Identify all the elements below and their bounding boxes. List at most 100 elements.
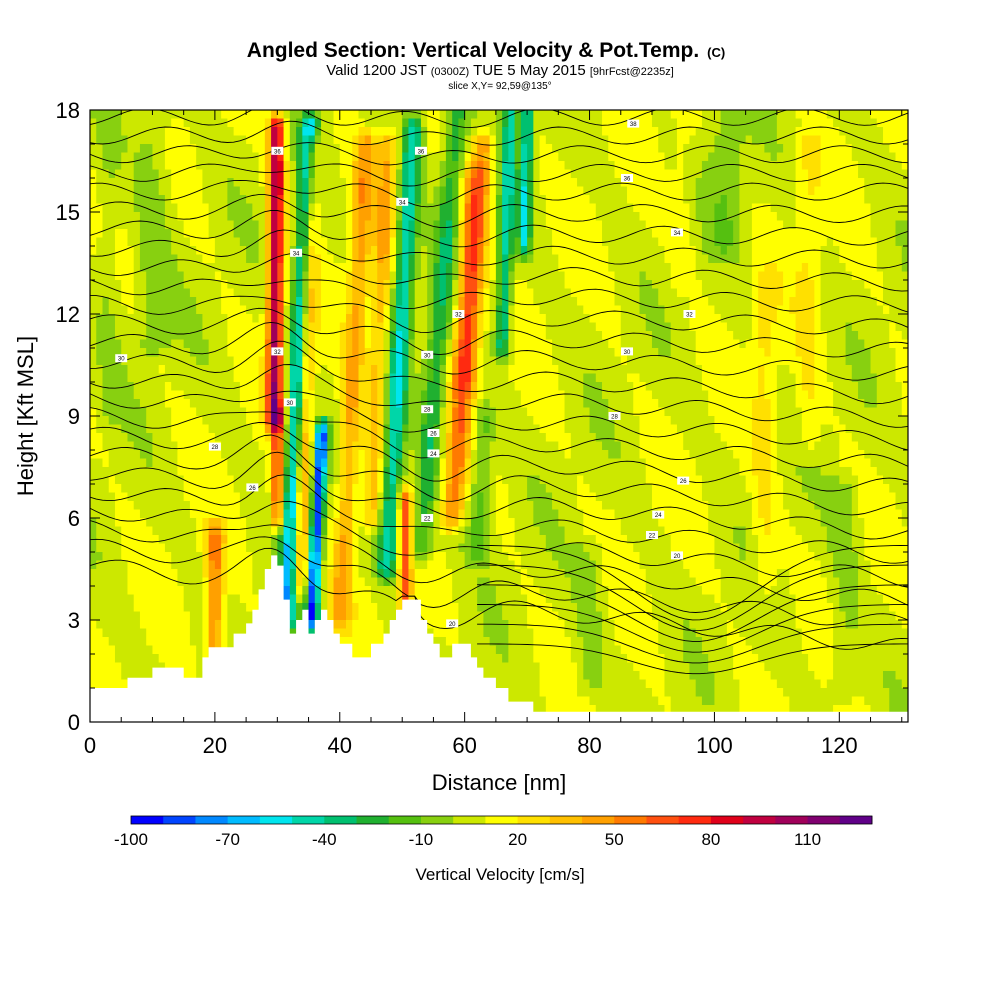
velocity-cell (370, 543, 378, 553)
velocity-cell (214, 237, 241, 247)
velocity-cell (227, 611, 272, 621)
velocity-cell (602, 679, 647, 689)
velocity-cell (414, 484, 422, 494)
velocity-cell (670, 110, 703, 120)
velocity-cell (296, 467, 303, 477)
velocity-cell (352, 314, 360, 324)
velocity-cell (770, 331, 797, 341)
velocity-cell (321, 288, 347, 298)
velocity-cell (589, 679, 603, 689)
velocity-cell (483, 220, 491, 230)
velocity-cell (321, 603, 328, 613)
velocity-cell (277, 110, 285, 120)
velocity-cell (283, 535, 291, 545)
velocity-cell (90, 356, 97, 366)
velocity-cell (302, 305, 310, 315)
velocity-cell (283, 246, 291, 256)
velocity-cell (608, 254, 666, 264)
velocity-cell (202, 645, 210, 655)
velocity-cell (452, 144, 460, 154)
velocity-cell (108, 475, 116, 485)
velocity-cell (346, 611, 353, 621)
velocity-cell (564, 569, 597, 579)
velocity-cell (358, 178, 366, 188)
velocity-cell (277, 501, 285, 511)
contour-label: 20 (674, 554, 681, 560)
velocity-cell (445, 407, 453, 417)
velocity-cell (620, 178, 684, 188)
velocity-cell (164, 220, 185, 230)
velocity-cell (695, 203, 716, 213)
velocity-cell (414, 246, 422, 256)
velocity-cell (133, 305, 147, 315)
velocity-cell (370, 203, 378, 213)
velocity-cell (314, 297, 322, 307)
velocity-cell (489, 314, 497, 324)
velocity-cell (395, 552, 403, 562)
velocity-cell (246, 526, 272, 536)
velocity-cell (464, 229, 472, 239)
velocity-cell (664, 654, 684, 664)
velocity-cell (433, 271, 441, 281)
velocity-cell (90, 331, 97, 341)
velocity-cell (858, 569, 872, 579)
velocity-cell (96, 186, 135, 196)
velocity-cell (514, 526, 541, 536)
velocity-cell (720, 569, 759, 579)
velocity-cell (901, 254, 908, 264)
velocity-cell (402, 118, 410, 128)
velocity-cell (602, 331, 622, 341)
velocity-cell (414, 322, 428, 332)
velocity-cell (277, 416, 285, 426)
velocity-cell (146, 297, 197, 307)
velocity-cell (814, 305, 822, 315)
velocity-cell (314, 586, 322, 596)
velocity-cell (820, 246, 840, 256)
velocity-cell (402, 441, 422, 451)
velocity-cell (770, 458, 778, 468)
velocity-cell (627, 186, 684, 196)
velocity-cell (470, 195, 478, 205)
velocity-cell (764, 586, 772, 596)
velocity-cell (495, 305, 503, 315)
velocity-cell (389, 458, 397, 468)
velocity-cell (264, 356, 272, 366)
velocity-cell (333, 543, 341, 553)
velocity-cell (676, 152, 684, 162)
velocity-cell (346, 220, 353, 230)
velocity-cell (620, 339, 653, 349)
velocity-cell (452, 586, 478, 596)
velocity-cell (333, 577, 347, 587)
velocity-cell (214, 620, 222, 630)
velocity-cell (90, 127, 97, 137)
velocity-cell (751, 212, 778, 222)
velocity-cell (183, 280, 222, 290)
velocity-cell (502, 288, 509, 298)
theta-contour (477, 643, 908, 675)
velocity-cell (658, 518, 709, 528)
velocity-cell (464, 237, 472, 247)
velocity-cell (139, 620, 191, 630)
velocity-cell (208, 424, 253, 434)
velocity-cell (477, 220, 484, 230)
velocity-cell (408, 492, 416, 502)
velocity-cell (770, 399, 778, 409)
velocity-cell (427, 314, 435, 324)
velocity-cell (370, 569, 378, 579)
velocity-cell (433, 348, 441, 358)
velocity-cell (477, 110, 497, 120)
velocity-cell (851, 696, 865, 706)
velocity-cell (445, 390, 453, 400)
velocity-cell (420, 212, 441, 222)
velocity-cell (783, 297, 790, 307)
velocity-cell (851, 365, 872, 375)
velocity-cell (164, 662, 197, 672)
colorbar-segment (356, 816, 390, 824)
velocity-cell (433, 339, 441, 349)
velocity-cell (102, 441, 135, 451)
velocity-cell (502, 186, 516, 196)
velocity-cell (314, 135, 322, 145)
velocity-cell (545, 696, 591, 706)
velocity-cell (395, 339, 403, 349)
velocity-cell (133, 288, 147, 298)
